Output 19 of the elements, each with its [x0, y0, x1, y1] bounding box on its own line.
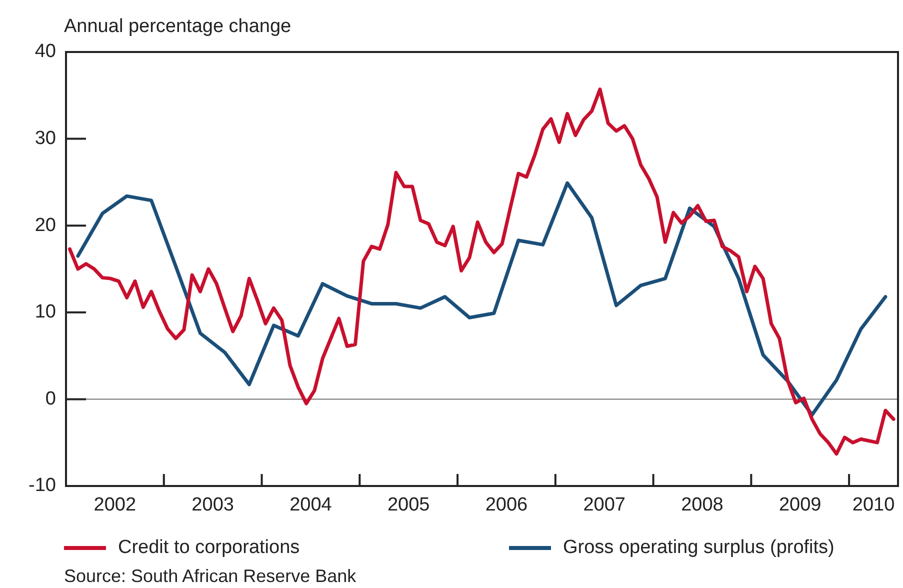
x-tick-label: 2008 [681, 494, 724, 516]
y-tick-label: 0 [45, 388, 56, 410]
x-tick-label: 2007 [583, 494, 626, 516]
y-tick-label: 30 [34, 128, 56, 150]
x-tick-label: 2006 [485, 494, 528, 516]
x-tick-label: 2010 [852, 494, 895, 516]
y-axis-title: Annual percentage change [64, 16, 292, 38]
y-tick-label: -10 [28, 475, 56, 496]
y-tick-label: 20 [34, 214, 56, 236]
x-tick-label: 2004 [290, 494, 332, 516]
legend-label: Credit to corporations [118, 537, 300, 559]
y-tick-label: 40 [34, 41, 56, 62]
source-note: Source: South African Reserve Bank [64, 566, 356, 587]
x-tick-label: 2005 [387, 494, 430, 516]
legend-label: Gross operating surplus (profits) [563, 537, 834, 559]
x-tick-label: 2009 [778, 494, 822, 516]
x-tick-label: 2002 [94, 494, 136, 516]
x-tick-label: 2003 [192, 494, 234, 516]
y-tick-label: 10 [34, 302, 56, 323]
